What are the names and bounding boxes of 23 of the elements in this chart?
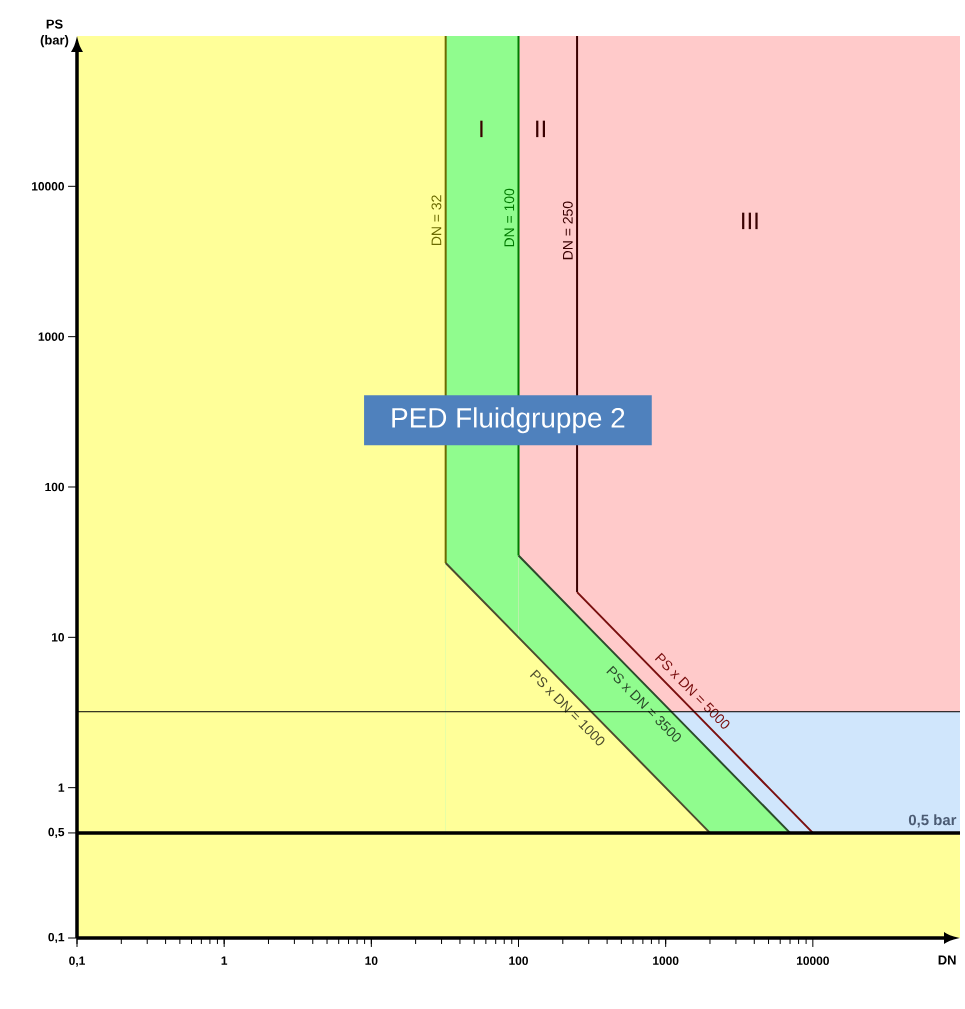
ref-line-label: 0,5 bar <box>908 814 957 828</box>
text: PED Fluidgruppe 2 <box>392 407 625 434</box>
y-tick-label: 0,5 <box>48 827 65 839</box>
y-tick-label: 0,1 <box>48 932 65 944</box>
x-tick-label: 1 <box>221 956 228 965</box>
x-tick-label: 1000 <box>653 956 679 965</box>
annotation: II <box>536 120 546 138</box>
y-tick-label: 10000 <box>32 182 65 191</box>
y-tick-label: 1 <box>58 783 65 792</box>
y-tick-label: 10 <box>51 633 65 642</box>
x-tick-label: 0,1 <box>69 956 85 967</box>
annotation: III <box>742 212 758 230</box>
text: DN = 250 <box>562 201 573 260</box>
text: DN = 100 <box>504 188 515 247</box>
x-tick-label: 10000 <box>796 956 829 965</box>
y-tick-label: 1000 <box>38 332 65 341</box>
x-tick-label: 100 <box>509 956 528 965</box>
y-tick-label: 100 <box>45 482 65 492</box>
y-axis-title: PS (bar) <box>40 19 69 48</box>
x-tick-label: 10 <box>365 956 378 965</box>
text: DN = 32 <box>431 195 442 246</box>
annotation: I <box>480 120 483 138</box>
x-axis-title: DN <box>938 955 956 965</box>
